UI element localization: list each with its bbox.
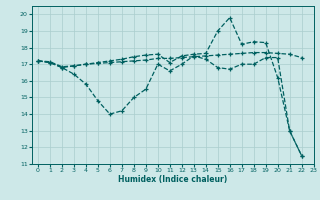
X-axis label: Humidex (Indice chaleur): Humidex (Indice chaleur) <box>118 175 228 184</box>
